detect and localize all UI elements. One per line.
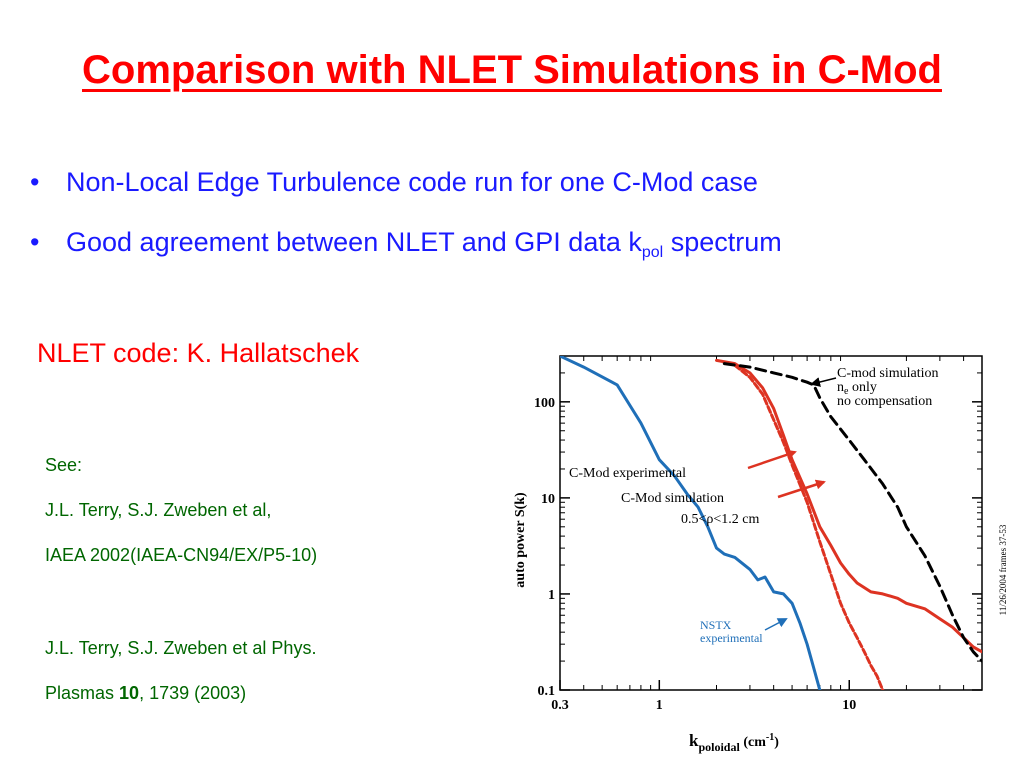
nlet-credit: NLET code: K. Hallatschek	[37, 338, 360, 368]
bullet-item-1: • Non-Local Edge Turbulence code run for …	[30, 162, 782, 222]
annotation-arrow-black	[810, 377, 837, 387]
series-line-1	[560, 356, 822, 690]
annotation-cmod-sim-ne-line2: ne only	[837, 380, 877, 397]
y-axis-label: auto power S(k)	[513, 492, 528, 588]
series-line-4	[722, 362, 982, 663]
y-tick-label: 1	[548, 588, 555, 603]
annotation-cmod-sim-ne-line3: no compensation	[837, 394, 932, 409]
annotation-cmod-sim: C-Mod simulation 0.5<ρ<1.2 cm	[621, 479, 826, 527]
annotation-rho-range: 0.5<ρ<1.2 cm	[681, 512, 759, 527]
y-axis-ticks: 0.1 1 10 100	[534, 396, 982, 699]
y-tick-label: 100	[534, 396, 555, 411]
annotation-arrow-nstx	[764, 618, 788, 631]
ref2-pre: Plasmas	[45, 683, 120, 703]
annotation-nstx-line2: experimental	[700, 631, 763, 645]
refs-see: See:	[45, 455, 83, 475]
series-line-2	[715, 358, 982, 654]
annotation-nstx: NSTX experimental	[700, 618, 788, 645]
bullet-dot: •	[30, 227, 40, 257]
ref2-line2: Plasmas 10, 1739 (2003)	[45, 683, 246, 704]
ref1-line2: IAEA 2002(IAEA-CN94/EX/P5-10)	[45, 545, 318, 565]
x-tick-label: 0.3	[551, 698, 569, 713]
ref1-line1: J.L. Terry, S.J. Zweben et al,	[45, 500, 272, 520]
annotation-cmod-sim-text: C-Mod simulation	[621, 491, 724, 506]
bullet-dot: •	[30, 167, 40, 197]
annotation-cmod-sim-ne-line1: C-mod simulation	[837, 366, 939, 381]
x-axis-label: kpoloidal (cm-1)	[689, 731, 779, 754]
bullet-list: • Non-Local Edge Turbulence code run for …	[30, 162, 782, 282]
series-line-3	[733, 363, 885, 690]
ref2-volume: 10	[119, 683, 140, 703]
plot-frame	[559, 355, 983, 691]
annotation-nstx-line1: NSTX	[700, 618, 732, 632]
bullet-text-2: Good agreement between NLET and GPI data…	[66, 227, 642, 257]
y-tick-label: 10	[541, 492, 555, 507]
x-tick-label: 1	[656, 698, 663, 713]
ref2-line1: J.L. Terry, S.J. Zweben et al Phys.	[45, 638, 317, 658]
x-axis-ticks: 0.3 1 10	[551, 680, 856, 713]
annotation-cmod-sim-ne: C-mod simulation ne only no compensation	[810, 366, 939, 409]
annotation-cmod-exp-text: C-Mod experimental	[569, 466, 686, 481]
annotation-arrow-cmod-sim	[777, 479, 826, 499]
bullet-item-2: • Good agreement between NLET and GPI dat…	[30, 222, 782, 282]
annotation-arrow-cmod-exp	[747, 449, 797, 470]
bullet-subscript-pol: pol	[641, 244, 664, 261]
spectrum-chart: 0.3 1 10 0.1 1 10 100 kpoloidal (cm-1) auto p…	[513, 355, 1008, 754]
annotation-cmod-exp: C-Mod experimental	[569, 449, 797, 481]
y-tick-label: 0.1	[538, 684, 556, 699]
side-frame-label: 11/26/2004 frames 37-53	[998, 524, 1008, 615]
bullet-text-2-after: spectrum	[663, 227, 782, 257]
series-layer	[560, 356, 982, 690]
ref2-post: , 1739 (2003)	[139, 683, 247, 703]
slide-title: Comparison with NLET Simulations in C-Mo…	[82, 48, 942, 92]
bullet-text-1: Non-Local Edge Turbulence code run for o…	[66, 167, 758, 197]
x-tick-label: 10	[842, 698, 856, 713]
